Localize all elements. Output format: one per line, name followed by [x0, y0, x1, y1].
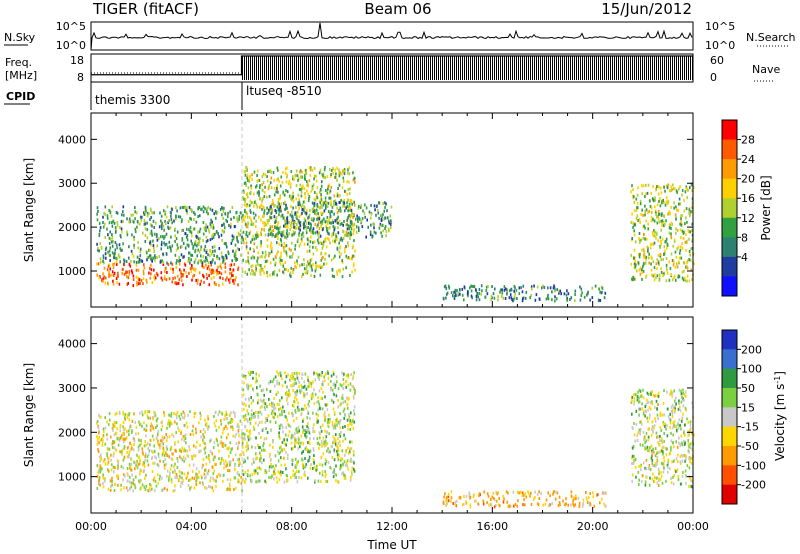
power-data	[96, 165, 695, 303]
svg-text:2000: 2000	[58, 221, 86, 234]
velocity-ylabel: Slant Range [km]	[22, 363, 36, 467]
cpid-program-0: themis 3300	[95, 93, 170, 107]
power-x-ticks	[90, 113, 694, 307]
date-title: 15/Jun/2012	[601, 0, 692, 18]
power-panel: 1000 2000 3000 4000 Slant Range [km]	[22, 112, 695, 308]
nave-tick-top: 60	[710, 54, 724, 67]
svg-text:1000: 1000	[58, 265, 86, 278]
nave-label: Nave	[752, 63, 780, 76]
nsky-tick-bottom: 10^0	[56, 39, 86, 52]
cpid-panel: CPID themis 3300 ltuseq -8510	[4, 82, 322, 110]
velocity-x-axis: 00:00 04:00 08:00 12:00 16:00 20:00 00:00	[75, 317, 709, 533]
nsky-tick-top: 10^5	[56, 20, 86, 33]
nsearch-label: N.Search	[746, 31, 796, 44]
nsearch-tick-bottom: 10^0	[705, 39, 735, 52]
power-ylabel: Slant Range [km]	[22, 158, 36, 262]
nave-tick-bottom: 0	[710, 71, 717, 84]
velocity-data	[96, 370, 695, 509]
freq-panel: Freq. [MHz] 18 8 60 0 Nave	[5, 53, 780, 84]
svg-text:4000: 4000	[58, 133, 86, 146]
freq-label-2: [MHz]	[5, 69, 37, 82]
power-y-axis: 1000 2000 3000 4000	[58, 133, 693, 278]
velocity-colorbar-label: Velocity [m s-1]	[773, 371, 788, 461]
svg-text:28: 28	[741, 134, 755, 147]
svg-text:4: 4	[741, 251, 748, 264]
freq-trace	[91, 55, 693, 76]
svg-text:24: 24	[741, 153, 755, 166]
nsky-panel: N.Sky 10^5 10^0 10^5 10^0 N.Search	[4, 20, 796, 52]
power-colorbar-label: Power [dB]	[759, 175, 773, 240]
nsky-label: N.Sky	[4, 31, 36, 44]
radar-title: TIGER (fitACF)	[92, 0, 199, 18]
freq-label-1: Freq.	[5, 56, 32, 69]
nsky-trace	[90, 22, 693, 51]
freq-tick-bottom: 8	[77, 71, 84, 84]
time-ut-label: Time UT	[366, 538, 417, 552]
power-colorbar: 28 24 20 16 12 8 4 Power [dB]	[721, 119, 773, 297]
nsearch-tick-top: 10^5	[705, 20, 735, 33]
nave-trace	[242, 56, 693, 80]
freq-tick-top: 18	[70, 54, 84, 67]
svg-text:20: 20	[741, 173, 755, 186]
beam-title: Beam 06	[364, 0, 431, 18]
cpid-program-1: ltuseq -8510	[246, 84, 322, 98]
svg-text:16: 16	[741, 192, 755, 205]
cpid-label: CPID	[6, 90, 35, 103]
svg-text:8: 8	[741, 231, 748, 244]
svg-text:3000: 3000	[58, 177, 86, 190]
svg-text:12: 12	[741, 212, 755, 225]
